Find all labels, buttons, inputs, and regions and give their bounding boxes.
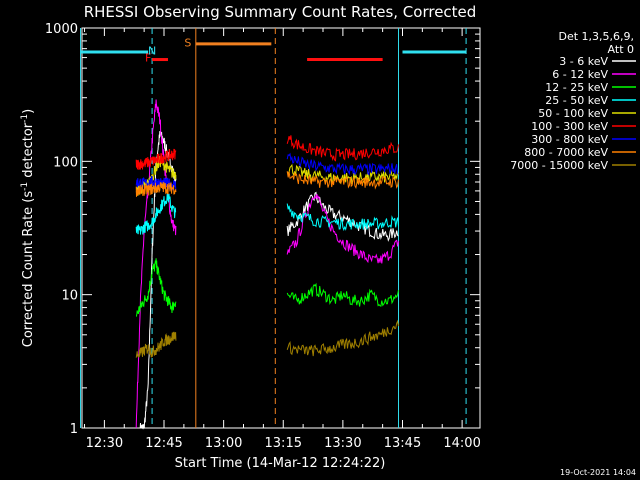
x-tick-label-5: 13:45 [384, 436, 421, 451]
timestamp: 19-Oct-2021 14:04 [560, 468, 636, 477]
legend-header-line-2: Att 0 [608, 43, 634, 56]
y-axis-label-mid: detector [21, 122, 36, 182]
legend-label-7: 800 - 7000 keV [524, 146, 608, 159]
y-tick-label-0: 1 [70, 422, 78, 437]
y-axis: 1 10 100 1000 [45, 22, 480, 437]
series-line-8-1 [286, 319, 399, 357]
series-line-0-1 [286, 191, 399, 242]
y-axis-label-end: ) [21, 109, 36, 114]
flag-label-2: S [184, 36, 191, 49]
x-axis-label: Start Time (14-Mar-12 12:24:22) [175, 456, 386, 471]
series-line-7-0 [135, 181, 177, 197]
legend-label-4: 50 - 100 keV [538, 107, 608, 120]
y-axis-label: Corrected Count Rate (s-1 detector-1) [20, 109, 36, 347]
series-line-3-0 [135, 191, 177, 235]
attenuator-flags: FN S [80, 36, 467, 65]
legend-header-line-1: Det 1,3,5,6,9, [558, 30, 634, 43]
y-axis-label-exp1: -1 [20, 182, 30, 191]
series-line-4-1 [286, 163, 399, 185]
x-tick-label-1: 12:45 [145, 436, 182, 451]
series-line-1-0 [135, 99, 177, 429]
flag-label-1: N [148, 44, 156, 57]
y-tick-label-2: 100 [53, 155, 78, 170]
legend-label-5: 100 - 300 keV [531, 120, 608, 133]
x-axis: 12:30 12:45 13:00 13:15 13:30 13:45 14:00 [84, 28, 481, 451]
x-tick-label-6: 14:00 [443, 436, 480, 451]
legend-label-0: 3 - 6 keV [559, 55, 608, 68]
series-line-1-1 [286, 193, 399, 264]
legend-label-8: 7000 - 15000 keV [510, 159, 608, 172]
flag-label-0: F [145, 52, 151, 65]
legend-label-6: 300 - 800 keV [531, 133, 608, 146]
y-tick-label-1: 10 [61, 289, 78, 304]
y-axis-label-exp2: -1 [20, 114, 30, 123]
x-tick-label-4: 13:30 [324, 436, 361, 451]
series-line-2-1 [286, 282, 399, 307]
guide-lines [80, 28, 467, 428]
legend-label-1: 6 - 12 keV [552, 68, 608, 81]
legend-label-3: 25 - 50 keV [545, 94, 608, 107]
series-lines [135, 99, 399, 430]
series-line-8-0 [135, 331, 177, 358]
x-tick-label-3: 13:15 [265, 436, 302, 451]
series-line-5-1 [286, 135, 399, 162]
x-tick-label-0: 12:30 [86, 436, 123, 451]
series-line-6-1 [286, 152, 399, 176]
chart-title: RHESSI Observing Summary Count Rates, Co… [84, 3, 477, 21]
y-axis-label-main: Corrected Count Rate (s [21, 191, 36, 348]
x-tick-label-2: 13:00 [205, 436, 242, 451]
series-line-3-1 [286, 203, 399, 232]
series-line-5-0 [135, 148, 177, 170]
legend-label-2: 12 - 25 keV [545, 81, 608, 94]
y-tick-label-3: 1000 [45, 22, 78, 37]
series-line-2-0 [135, 258, 177, 317]
series-line-7-1 [286, 171, 399, 190]
plot-frame [81, 27, 481, 429]
